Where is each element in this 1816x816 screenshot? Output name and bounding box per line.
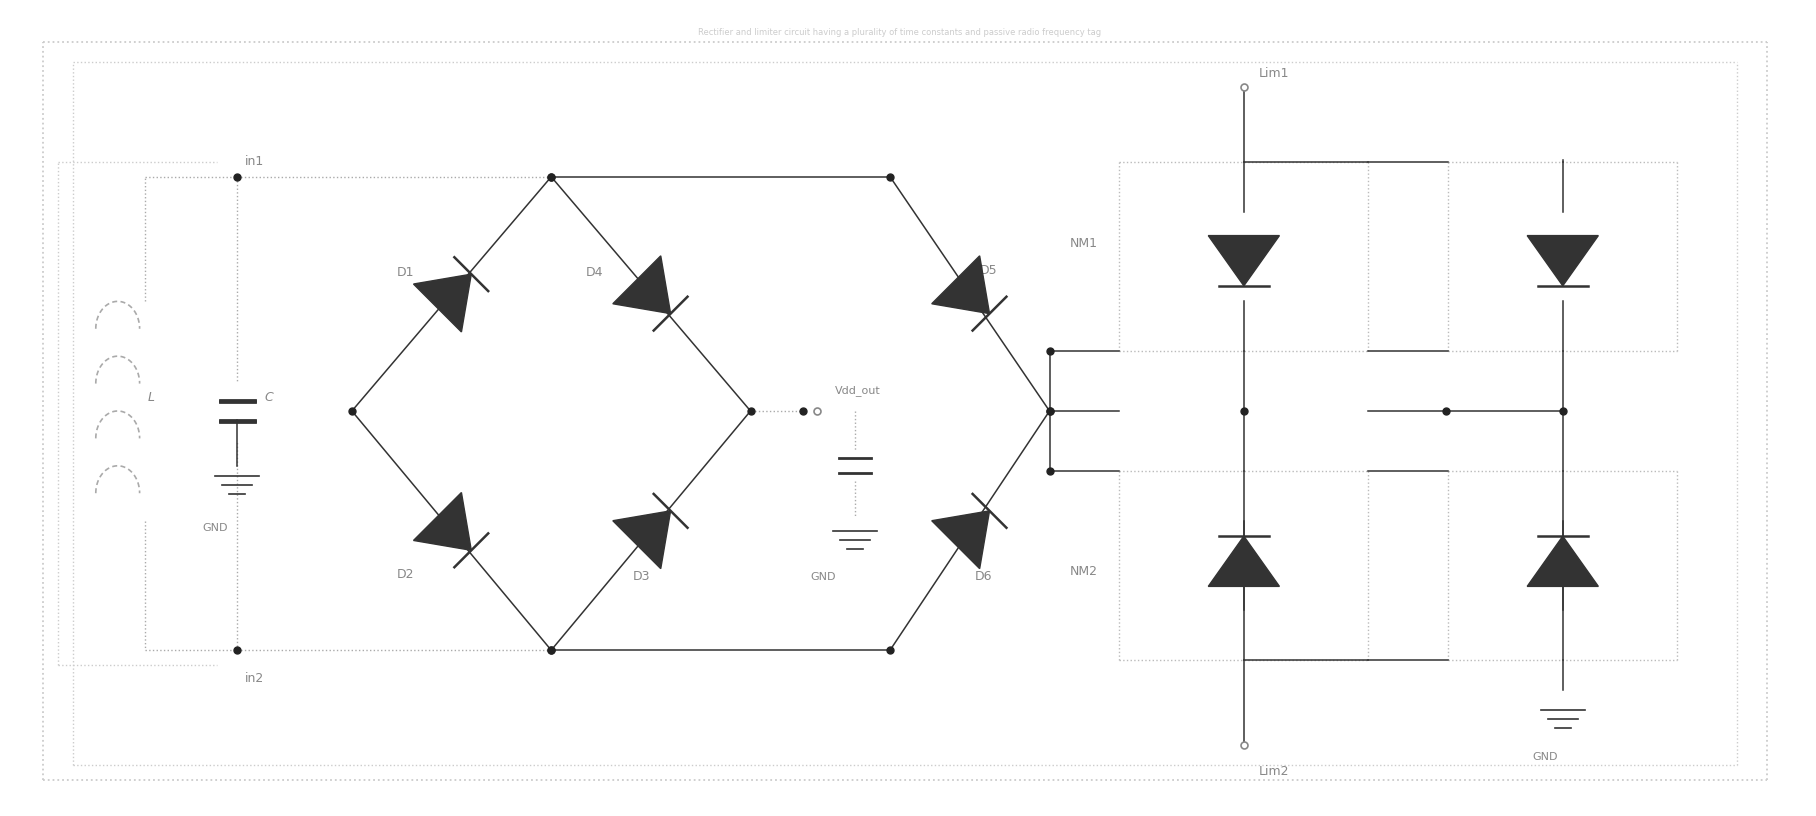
Text: Vdd_out: Vdd_out xyxy=(835,385,881,396)
Text: D1: D1 xyxy=(396,266,414,279)
Text: NM1: NM1 xyxy=(1070,237,1097,250)
Text: D3: D3 xyxy=(634,570,650,583)
Polygon shape xyxy=(932,256,990,313)
Polygon shape xyxy=(1208,236,1280,286)
Text: D4: D4 xyxy=(587,266,603,279)
Text: NM2: NM2 xyxy=(1070,565,1097,579)
Polygon shape xyxy=(414,493,472,550)
Text: D6: D6 xyxy=(975,570,992,583)
Text: D2: D2 xyxy=(396,569,414,582)
Polygon shape xyxy=(612,511,670,569)
Text: C: C xyxy=(265,391,274,404)
Polygon shape xyxy=(932,511,990,569)
Polygon shape xyxy=(414,274,472,332)
Text: GND: GND xyxy=(1533,752,1558,762)
Polygon shape xyxy=(1527,236,1598,286)
Text: Rectifier and limiter circuit having a plurality of time constants and passive r: Rectifier and limiter circuit having a p… xyxy=(699,29,1102,38)
Text: GND: GND xyxy=(202,522,229,533)
Text: Lim1: Lim1 xyxy=(1258,67,1289,80)
Text: in2: in2 xyxy=(245,672,265,685)
Text: D5: D5 xyxy=(981,264,997,277)
Polygon shape xyxy=(1208,536,1280,587)
Polygon shape xyxy=(1527,536,1598,587)
Text: Lim2: Lim2 xyxy=(1258,765,1289,778)
Text: L: L xyxy=(147,391,154,404)
Text: in1: in1 xyxy=(245,155,265,168)
Polygon shape xyxy=(612,256,670,313)
Text: GND: GND xyxy=(810,572,835,583)
